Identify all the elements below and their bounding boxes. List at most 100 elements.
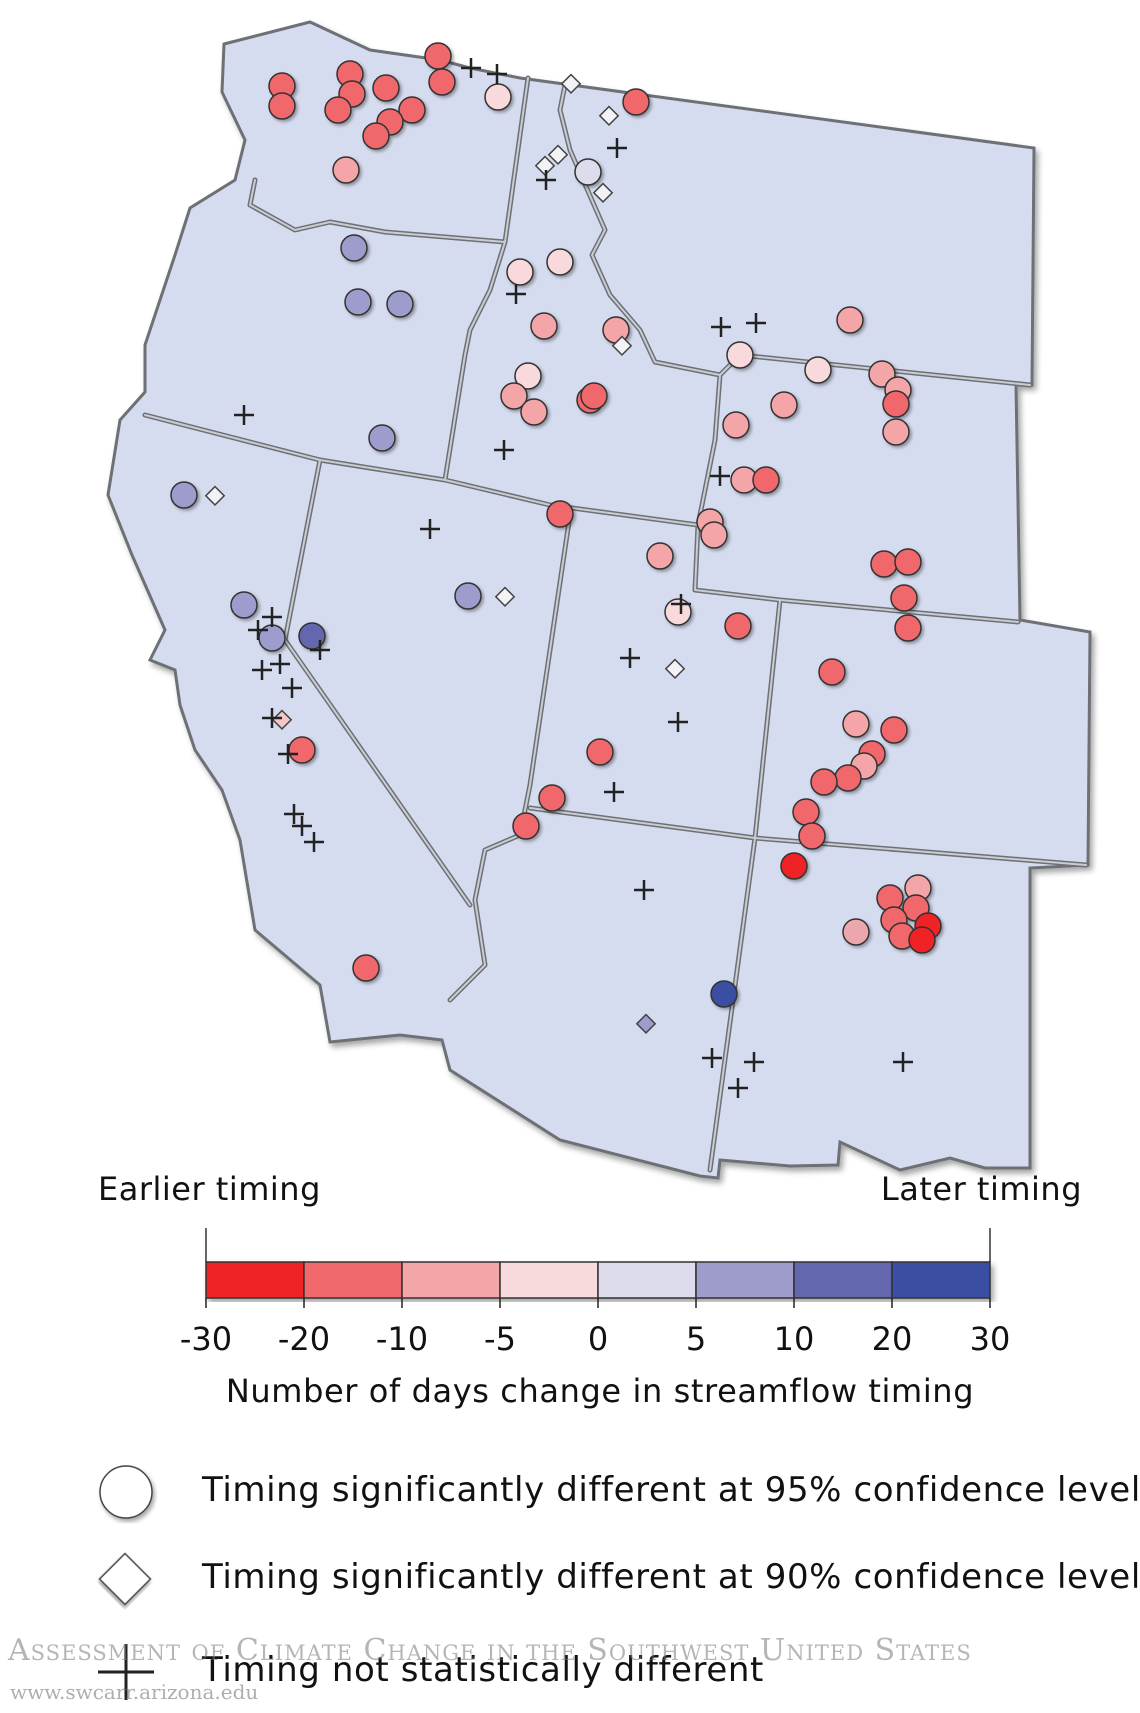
site-circle [770,391,798,419]
site-circle [386,290,414,318]
legend-row-90-confidence: Timing significantly different at 90% co… [90,1547,1140,1617]
site-circle [332,156,360,184]
legend-row-90-label: Timing significantly different at 90% co… [202,1557,1140,1597]
site-circle [454,582,482,610]
sites-not-significant-mt [710,313,766,486]
site-circle [352,954,380,982]
site-circle [842,918,870,946]
legend-tick-label: -10 [375,1320,429,1358]
site-circle [484,83,512,111]
site-circle [514,362,542,390]
site-circle [368,424,396,452]
site-circle [512,812,540,840]
site-circle [726,341,754,369]
site-circle [538,784,566,812]
sites-montana-wyoming [696,306,922,642]
site-circle [580,382,608,410]
site-circle [908,926,936,954]
site-circle [700,521,728,549]
watermark-title: Assessment of Climate Change in the Sout… [8,1633,972,1668]
legend-tick-label: -20 [277,1320,331,1358]
site-circle [324,96,352,124]
site-circle [530,312,558,340]
site-circle [622,88,650,116]
site-circle [344,288,372,316]
sites-not-significant-or [234,405,254,425]
sites-not-significant-az [634,880,913,1098]
legend-later-label: Later timing [880,1170,1082,1208]
sites-diamond-ca [204,485,516,730]
site-circle [520,398,548,426]
legend-axis-title: Number of days change in streamflow timi… [225,1372,975,1410]
site-circle [880,716,908,744]
site-circle [398,96,426,124]
legend-bin [205,1261,305,1299]
site-circle [798,822,826,850]
legend-bin [695,1261,795,1299]
site-circle [506,258,534,286]
site-circle [894,548,922,576]
site-circle [752,466,780,494]
site-circle [810,768,838,796]
legend-row-not-significant: Timing not statistically different [90,1640,1090,1710]
diamond-symbol-icon [98,1552,152,1606]
site-circle [546,248,574,276]
site-circle [268,92,296,120]
site-circle [818,658,846,686]
site-circle [792,798,820,826]
site-circle [574,158,602,186]
legend-tick-label: 0 [587,1320,609,1358]
plus-symbol-icon [98,1644,154,1700]
sites-not-significant-ca [248,519,440,852]
site-circle [834,764,862,792]
sites-not-significant-ut [604,594,691,802]
legend-bin [597,1261,697,1299]
legend-bin [401,1261,501,1299]
sites-washington [268,42,512,184]
watermark-url: www.swcarr.arizona.edu [10,1680,259,1704]
legend-row-not-significant-label: Timing not statistically different [202,1650,764,1690]
legend-color-bar [205,1228,991,1308]
legend-tick-label: 5 [685,1320,707,1358]
site-circle [836,306,864,334]
site-circle [362,122,390,150]
site-circle [646,542,674,570]
site-circle [586,738,614,766]
site-circle [780,852,808,880]
site-circle [722,411,750,439]
site-circle [882,418,910,446]
site-circle [664,598,692,626]
legend-bin [303,1261,403,1299]
site-circle [230,591,258,619]
legend-tick-label: -30 [179,1320,233,1358]
sites-oregon [340,234,414,452]
site-circle [882,390,910,418]
legend-bin [891,1261,991,1299]
site-circle [428,68,456,96]
sites-colorado [780,658,908,880]
site-circle [804,356,832,384]
site-circle [170,481,198,509]
sites-utah [512,500,752,840]
legend-tick-label: 10 [773,1320,815,1358]
legend-bin [793,1261,893,1299]
site-circle [340,234,368,262]
sites-diamond-ut [664,658,686,679]
legend-earlier-label: Earlier timing [98,1170,321,1208]
sites-new-mexico-arizona [710,874,942,1008]
sites-california-nevada [170,481,482,982]
sites-not-significant-id [494,138,627,460]
site-circle [372,74,400,102]
site-circle [870,550,898,578]
legend-bin [499,1261,599,1299]
legend-tick-label: 30 [969,1320,1011,1358]
legend-tick-label: -5 [484,1320,516,1358]
site-circle [842,710,870,738]
sites-diamond-az [635,1013,657,1034]
site-circle [424,42,452,70]
state-borders [142,75,1089,1173]
legend-tick-label: 20 [871,1320,913,1358]
legend-row-95-label: Timing significantly different at 95% co… [202,1470,1140,1510]
site-circle [546,500,574,528]
